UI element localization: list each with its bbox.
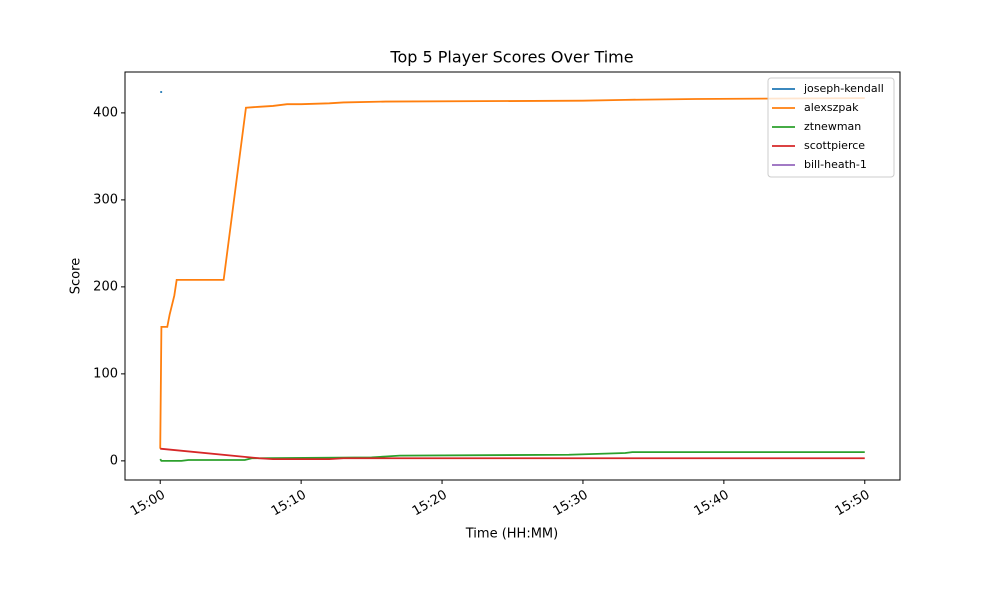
y-tick-label: 300 [93, 192, 118, 207]
chart-title: Top 5 Player Scores Over Time [389, 48, 633, 67]
legend: joseph-kendall alexszpak ztnewman scottpier… [767, 77, 895, 178]
x-tick-label: 15:10 [269, 488, 309, 520]
x-tick-label: 15:30 [551, 488, 591, 520]
y-tick-label: 100 [93, 366, 118, 381]
y-tick-label: 200 [93, 279, 118, 294]
x-axis-label: Time (HH:MM) [465, 527, 558, 542]
legend-label: scottpierce [804, 139, 865, 152]
x-tick-label: 15:40 [692, 488, 732, 520]
legend-label: joseph-kendall [803, 82, 884, 95]
line [159, 97, 865, 449]
legend-label: alexszpak [804, 101, 859, 114]
legend-label: ztnewman [804, 120, 861, 133]
legend-box [767, 77, 895, 178]
plot-frame [124, 71, 901, 481]
line [160, 447, 865, 461]
y-tick-label: 400 [93, 105, 118, 120]
x-tick-label: 15:20 [410, 488, 450, 520]
x-tick-label: 15:00 [128, 488, 168, 520]
legend-label: bill-heath-1 [804, 158, 867, 171]
y-axis-label: Score [69, 258, 84, 294]
x-tick-label: 15:50 [833, 488, 873, 520]
y-tick-label: 0 [110, 453, 118, 468]
